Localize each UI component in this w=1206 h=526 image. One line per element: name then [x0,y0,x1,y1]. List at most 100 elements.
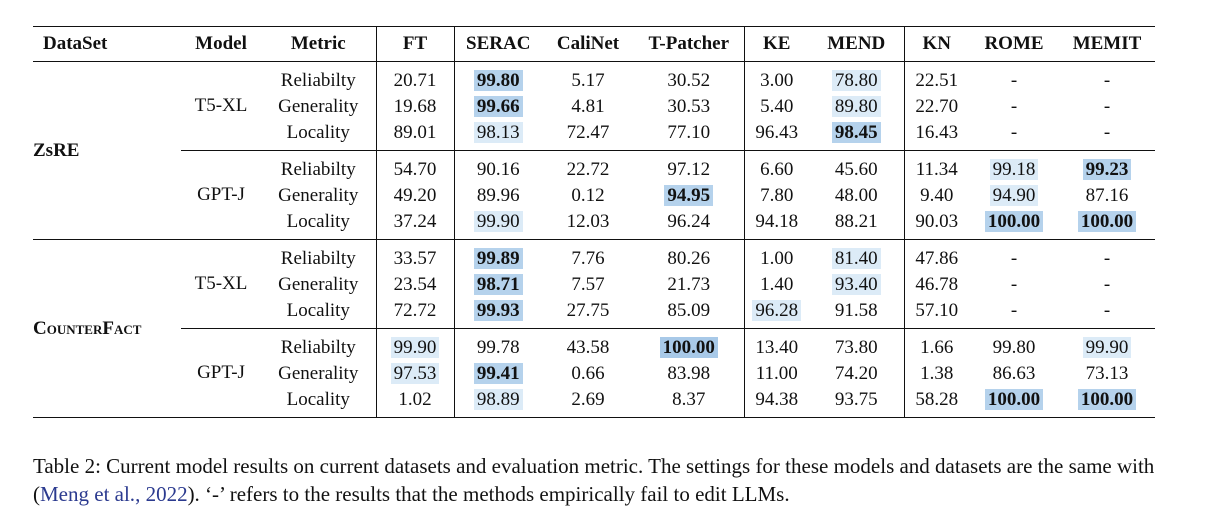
value-cell: 20.71 [375,61,454,94]
value-cell: - [1059,62,1155,95]
value-cell: 86.63 [969,361,1059,387]
value-text: 20.71 [393,70,437,91]
value-text: 27.75 [566,300,610,321]
value-text: 99.80 [992,337,1036,358]
citation-link[interactable]: Meng et al., 2022 [40,482,188,506]
header-rome: ROME [984,33,1044,54]
value-cell: 30.52 [634,62,744,95]
value-text: 99.90 [1082,337,1132,358]
value-cell: 3.00 [743,61,809,94]
value-text: 96.28 [752,300,802,321]
value-cell: 100.00 [1059,387,1155,418]
value-cell: 99.90 [1059,329,1155,362]
value-text: 90.16 [476,159,520,180]
value-text: 100.00 [659,337,718,358]
value-cell: 7.57 [542,272,634,298]
value-cell: 99.66 [453,94,542,120]
header-metric: Metric [290,33,346,54]
value-cell: 96.43 [743,120,809,151]
value-cell: 72.72 [375,298,454,329]
dataset-name-zsre: ZsRE [33,62,181,240]
value-cell: 1.02 [375,387,454,418]
value-text: - [1103,70,1111,91]
value-text: 6.60 [760,159,794,180]
value-text: - [1010,70,1018,91]
value-text: - [1010,300,1018,321]
metric-label: Generality [278,185,359,206]
value-cell: 22.51 [903,61,969,94]
value-text: 5.40 [760,96,794,117]
caption-text-start: Table 2: Current model results on curren… [33,454,1155,506]
value-cell: 89.80 [809,94,904,120]
table-row: GPT-J Reliabilty 54.70 90.16 22.72 97.12 6.60 4… [33,150,1155,205]
value-cell: 46.78 [903,272,969,298]
header-model: Model [195,33,247,54]
value-text: - [1010,274,1018,295]
value-cell: 96.24 [634,209,744,240]
value-cell: - [1059,94,1155,120]
value-cell: 37.24 [375,209,454,240]
value-text: 100.00 [1077,389,1137,410]
metric-label: Locality [286,122,350,143]
table-row: Locality 37.24 99.90 12.03 96.24 94.18 88.21 90… [33,209,1155,240]
value-text: 87.16 [1085,185,1129,206]
value-text: 93.40 [831,274,881,295]
value-cell: 22.72 [542,151,634,184]
value-cell: - [1059,120,1155,151]
value-text: 99.93 [473,300,523,321]
value-cell: 99.90 [375,328,454,361]
value-text: - [1103,248,1111,269]
value-cell: 94.18 [743,209,809,240]
value-text: - [1010,122,1018,143]
value-text: 46.78 [915,274,959,295]
value-text: 1.02 [398,389,432,410]
value-text: 99.41 [473,363,523,384]
value-text: 9.40 [920,185,954,206]
value-cell: - [969,94,1059,120]
value-cell: 99.93 [453,298,542,329]
value-text: - [1010,96,1018,117]
value-cell: 80.26 [634,240,744,273]
value-text: 0.12 [571,185,605,206]
value-cell: 98.89 [453,387,542,418]
value-text: 22.70 [915,96,959,117]
table-row: Generality 23.54 98.71 7.57 21.73 1.40 93.40 46… [33,272,1155,298]
header-calinet: CaliNet [556,33,620,54]
value-text: 1.38 [920,363,954,384]
value-cell: 5.40 [743,94,809,120]
value-cell: 1.00 [743,239,809,272]
value-text: 99.18 [989,159,1039,180]
value-text: 89.80 [831,96,881,117]
table-row: Generality 19.68 99.66 4.81 30.53 5.40 89.80 22… [33,94,1155,120]
value-text: 97.53 [390,363,440,384]
value-text: 7.57 [571,274,605,295]
value-text: 99.78 [476,337,520,358]
value-text: 98.89 [473,389,523,410]
value-cell: 33.57 [375,239,454,272]
value-cell: 100.00 [1059,209,1155,240]
header-memit: MEMIT [1072,33,1142,54]
value-cell: - [1059,298,1155,329]
value-text: - [1103,274,1111,295]
value-cell: 13.40 [743,328,809,361]
value-text: 30.52 [667,70,711,91]
value-text: 96.43 [755,122,799,143]
citation-separator: , [135,482,146,506]
value-text: 74.20 [834,363,878,384]
value-cell: 47.86 [903,239,969,272]
metric-label: Locality [286,211,350,232]
value-text: 33.57 [393,248,437,269]
value-cell: 78.80 [809,62,904,95]
value-text: 99.89 [473,248,523,269]
value-text: 99.66 [473,96,523,117]
dataset-group-counterfact: CounterFact T5-XL Reliabilty 33.57 99.89 7.76… [33,239,1155,418]
value-cell: 11.00 [743,361,809,387]
model-name: T5-XL [194,273,248,294]
value-cell: 30.53 [634,94,744,120]
value-text: 4.81 [571,96,605,117]
value-cell: 99.41 [453,361,542,387]
table-row: Generality 49.20 89.96 0.12 94.95 7.80 48.00 9.… [33,183,1155,209]
header-mend: MEND [827,33,886,54]
value-text: 3.00 [760,70,794,91]
value-text: 13.40 [755,337,799,358]
